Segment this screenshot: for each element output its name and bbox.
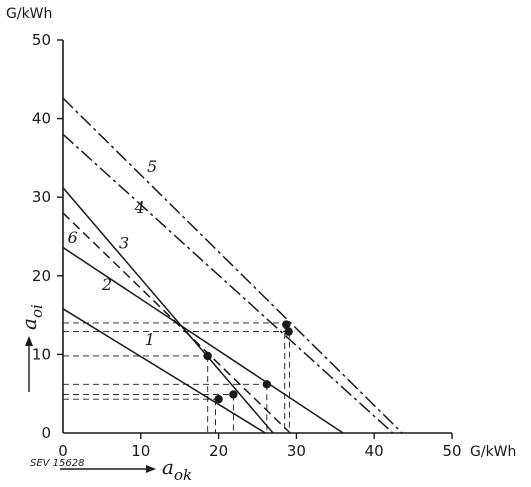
x-tick-label: 20 (209, 442, 228, 460)
series-label-6: 6 (68, 228, 78, 247)
y-axis-arrowhead (25, 336, 33, 346)
y-tick-label: 40 (32, 110, 51, 128)
series-lines (62, 97, 403, 434)
data-point (229, 390, 238, 399)
x-tick-label: 10 (131, 442, 150, 460)
data-point (282, 320, 291, 329)
y-axis-label-sub: oi (28, 304, 46, 318)
series-line-5 (62, 97, 403, 434)
data-point (284, 327, 293, 336)
data-point (262, 380, 272, 389)
y-tick-label: 10 (32, 345, 51, 363)
x-axis-label-sub: ok (174, 466, 192, 484)
x-axis-label: a (162, 455, 174, 479)
series-line-1 (62, 308, 266, 434)
x-tick-label: 50 (442, 442, 461, 460)
y-tick-label: 20 (32, 267, 51, 285)
x-tick-label: 40 (365, 442, 384, 460)
y-axis-label: a (17, 318, 41, 330)
x-axis-title: a ok (60, 455, 192, 484)
y-tick-label: 30 (32, 188, 51, 206)
tick-marks (57, 39, 453, 439)
axes (62, 40, 452, 434)
y-unit-label: G/kWh (6, 6, 52, 22)
x-unit-label: G/kWh (470, 444, 516, 460)
series-line-3 (62, 187, 274, 434)
series-label-4: 4 (134, 198, 145, 217)
x-axis-arrowhead (146, 465, 156, 473)
series-label-5: 5 (147, 157, 157, 176)
y-tick-label: 0 (41, 424, 51, 442)
y-tick-label: 50 (32, 31, 51, 49)
series-label-3: 3 (119, 233, 129, 252)
x-tick-label: 0 (58, 442, 68, 460)
series-labels: 1 2 34 5 6 (68, 157, 158, 349)
data-point (214, 395, 223, 404)
data-points (203, 320, 293, 404)
series-label-2: 2 (101, 275, 112, 294)
figure-code: SEV 15628 (30, 458, 85, 469)
x-tick-label: 30 (287, 442, 306, 460)
series-line-2 (62, 246, 344, 434)
series-line-6 (62, 212, 291, 434)
y-axis-title: a oi (17, 304, 46, 392)
series-line-4 (62, 133, 394, 434)
tick-labels: 0 10 20 30 40 50 0 10 20 30 40 50 (32, 31, 462, 460)
series-label-1: 1 (145, 330, 155, 349)
data-point (203, 351, 212, 361)
